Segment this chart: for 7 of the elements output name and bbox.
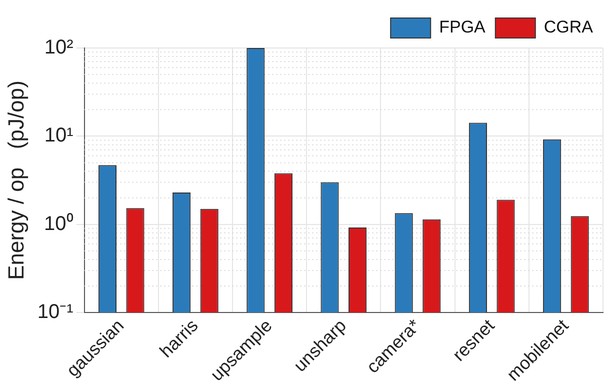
legend-label: CGRA <box>544 18 594 37</box>
y-tick-label: 10⁰ <box>44 212 74 235</box>
y-tick-label: 10¹ <box>44 124 74 147</box>
y-axis-title: Energy / op (pJ/op) <box>3 80 28 280</box>
legend-label: FPGA <box>439 18 486 37</box>
y-tick-label: 10² <box>44 36 74 59</box>
y-tick-label: 10⁻¹ <box>37 301 74 324</box>
